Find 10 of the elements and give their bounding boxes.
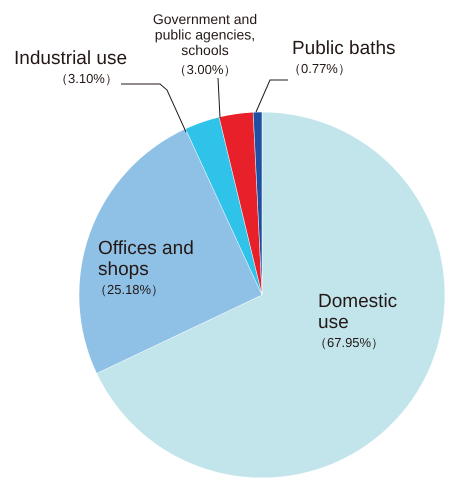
data-label: （3.10%） [55,71,118,86]
slice-label: Government and public agencies, schools [152,11,258,58]
data-label: （25.18%） [94,282,164,297]
slice-label: Domestic use [318,291,398,333]
data-label: （67.95%） [314,334,384,350]
data-label: （3.00%） [174,62,236,77]
slice-label: Public baths [292,38,396,59]
slice-label: Offices and shops [98,238,194,280]
slice-label: Industrial use [14,48,128,69]
data-label: （0.77%） [288,61,351,76]
